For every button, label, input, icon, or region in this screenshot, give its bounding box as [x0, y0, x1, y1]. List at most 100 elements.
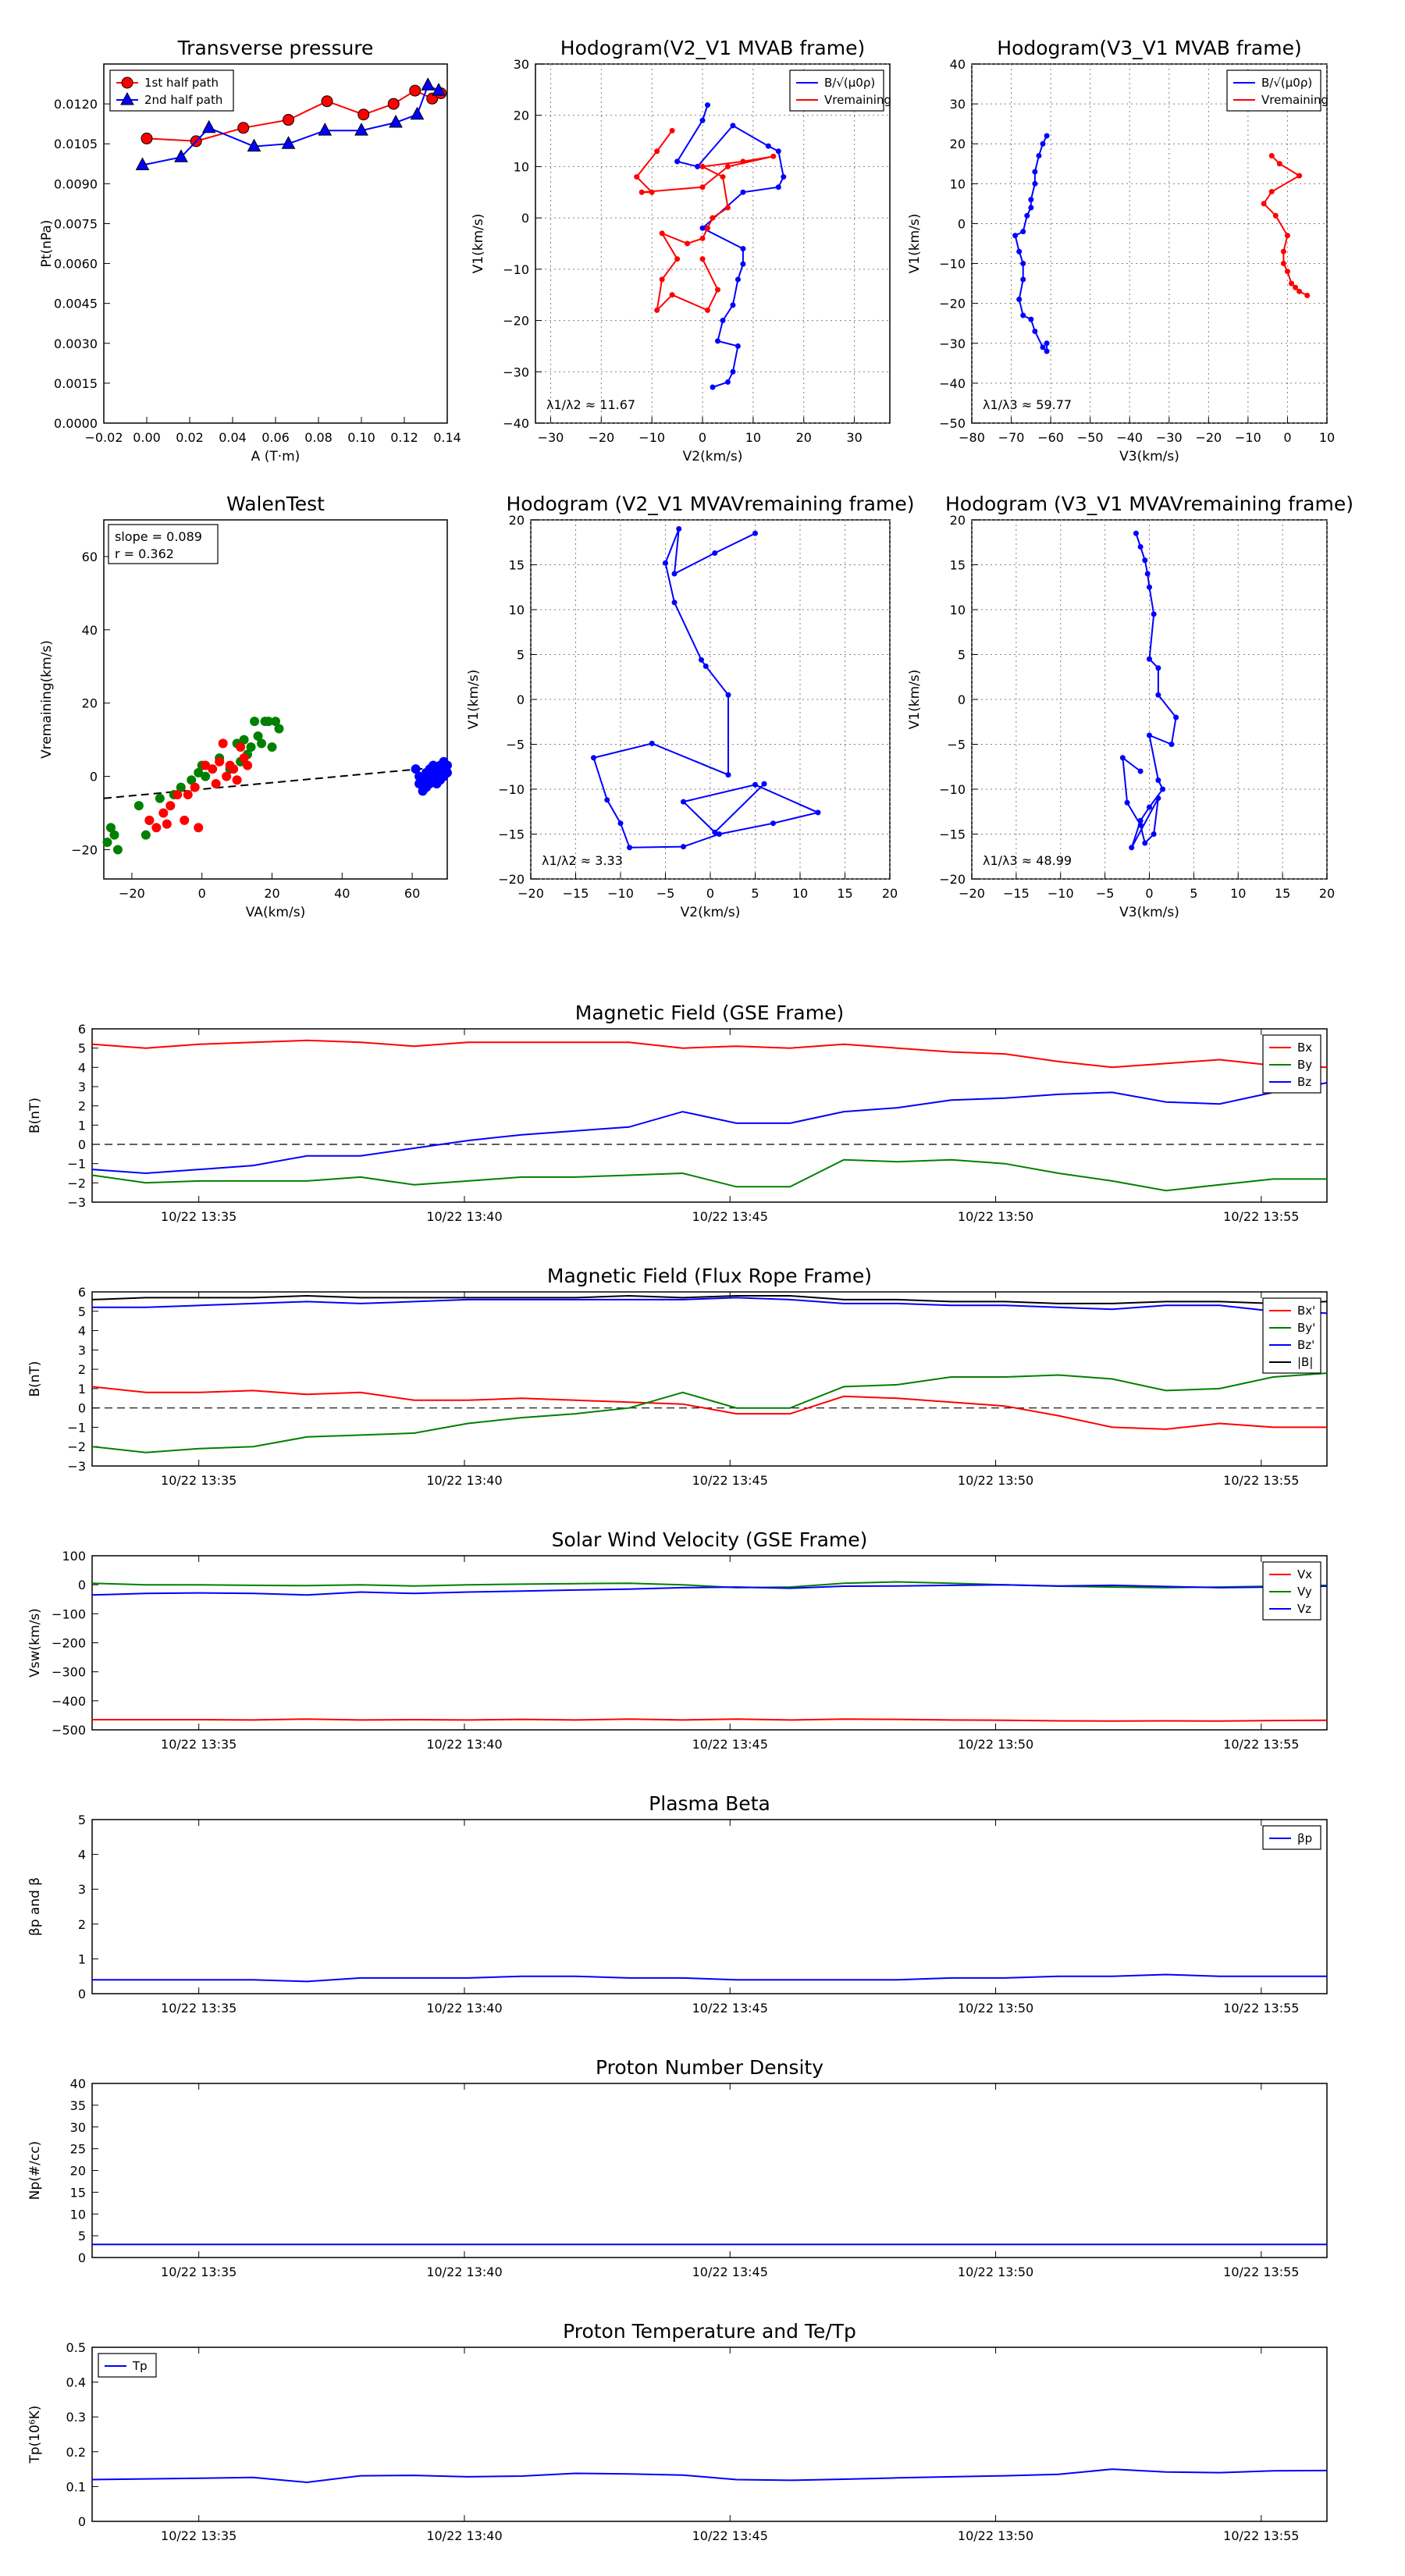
data-point: [775, 148, 781, 155]
data-point: [283, 114, 294, 126]
y-tick-label: −15: [939, 827, 966, 842]
data-point: [201, 119, 216, 133]
y-tick-label: 5: [78, 1813, 86, 1827]
y-tick-label: −10: [939, 257, 966, 272]
data-point: [1261, 201, 1267, 207]
y-tick-label: 0: [517, 692, 525, 707]
y-tick-label: 10: [70, 2207, 86, 2222]
y-tick-label: 15: [509, 558, 525, 573]
x-tick-label: 20: [1319, 886, 1335, 901]
data-point: [1268, 189, 1275, 195]
data-point: [1276, 161, 1282, 167]
data-point: [1144, 571, 1151, 577]
y-axis-label: B(nT): [27, 1361, 43, 1397]
data-point: [699, 256, 706, 262]
y-tick-label: 20: [70, 2164, 86, 2179]
data-point: [724, 163, 731, 169]
series-line: [91, 1581, 1328, 1589]
data-point: [1142, 557, 1148, 564]
data-point: [1155, 777, 1161, 783]
data-point: [674, 256, 681, 262]
data-point: [1151, 831, 1157, 837]
x-tick-label: 0: [699, 430, 706, 445]
data-point: [321, 95, 333, 108]
y-tick-label: −200: [52, 1636, 86, 1651]
y-tick-label: 0: [78, 1401, 86, 1416]
x-tick-label: 15: [837, 886, 852, 901]
data-point: [1020, 276, 1026, 283]
plot-frame: [91, 1291, 1328, 1467]
data-point: [710, 215, 716, 221]
x-tick-label: 10/22 13:50: [958, 2528, 1033, 2543]
x-tick-label: −20: [119, 886, 145, 901]
series-line: [92, 1718, 1328, 1722]
x-tick-label: 0.14: [433, 430, 461, 445]
data-point: [1297, 288, 1303, 294]
x-axis-label: VA(km/s): [246, 905, 305, 920]
data-point: [1028, 205, 1034, 211]
data-point: [730, 123, 736, 129]
x-tick-label: 10/22 13:40: [426, 2001, 502, 2016]
data-point: [1040, 141, 1046, 147]
y-tick-label: 40: [70, 2076, 86, 2091]
data-point: [1036, 153, 1042, 159]
plot-frame: [91, 1028, 1328, 1203]
data-point: [725, 692, 731, 698]
plasma-beta: Plasma Beta 10/22 13:35 10/22 13:40 10/22 1…: [27, 1792, 1328, 2016]
hodogram-v2v1-mvav: Hodogram (V2_V1 MVAVremaining frame)−20−…: [466, 493, 915, 920]
stats-box: [108, 524, 219, 564]
x-tick-label: 0.02: [176, 430, 204, 445]
data-point: [638, 189, 645, 195]
data-point: [243, 760, 253, 770]
x-tick-label: 10/22 13:40: [426, 2528, 502, 2543]
data-point: [1040, 344, 1046, 350]
data-point: [1016, 248, 1023, 254]
x-tick-label: 5: [1190, 886, 1197, 901]
y-tick-label: 1: [78, 1952, 86, 1966]
data-point: [685, 240, 691, 247]
x-tick-label: 10/22 13:45: [692, 1737, 768, 1752]
data-point: [411, 764, 421, 774]
data-point: [676, 526, 682, 532]
x-tick-label: 10/22 13:50: [958, 1473, 1033, 1488]
y-axis-label: V1(km/s): [471, 214, 486, 274]
legend-label: Vy: [1297, 1585, 1312, 1599]
walen-test: WalenTest −20 0 20 40 60 −20 0 20 40 60 Vremaining(…: [39, 493, 452, 920]
y-tick-label: 4: [78, 1848, 86, 1863]
data-point: [1284, 269, 1290, 275]
legend-label: Vz: [1297, 1602, 1311, 1616]
data-point: [387, 98, 400, 110]
data-point: [180, 815, 190, 825]
x-tick-label: −50: [1077, 430, 1104, 445]
y-axis-label: V1(km/s): [907, 214, 923, 274]
x-tick-label: 10/22 13:40: [426, 1737, 502, 1752]
data-point: [659, 276, 665, 283]
legend-box: [1226, 69, 1321, 112]
data-point: [1044, 340, 1050, 347]
x-tick-label: 10/22 13:55: [1223, 1209, 1299, 1224]
data-point: [1012, 233, 1019, 239]
x-tick-label: 10/22 13:45: [692, 2528, 768, 2543]
eigenvalue-ratio: λ1/λ2 ≈ 11.67: [546, 397, 635, 412]
y-axis-label: Tp(10⁶K): [27, 2405, 43, 2464]
data-point: [271, 717, 280, 727]
legend-label: |B|: [1297, 1355, 1313, 1369]
data-point: [654, 148, 660, 155]
data-point: [239, 753, 249, 763]
data-point: [781, 174, 787, 180]
y-tick-label: 2: [78, 1362, 86, 1377]
data-point: [1280, 248, 1286, 254]
data-point: [740, 158, 746, 165]
data-point: [218, 738, 228, 749]
hodogram-v2v1-mvab: Hodogram(V2_V1 MVAB frame) −30 −20 −10 0 10 20…: [471, 37, 891, 464]
transverse-pressure: Transverse pressure −0.02 0.00 0.02 0.04 0.06…: [39, 37, 461, 464]
x-tick-label: −30: [1156, 430, 1183, 445]
series-line: [91, 1386, 1327, 1430]
legend-label: Bx': [1297, 1304, 1315, 1318]
x-tick-label: −40: [1116, 430, 1143, 445]
eigenvalue-ratio: λ1/λ3 ≈ 48.99: [983, 853, 1072, 868]
x-tick-label: 10/22 13:50: [958, 1737, 1033, 1752]
data-point: [237, 122, 250, 134]
y-tick-label: −20: [503, 314, 529, 329]
data-point: [443, 760, 452, 770]
